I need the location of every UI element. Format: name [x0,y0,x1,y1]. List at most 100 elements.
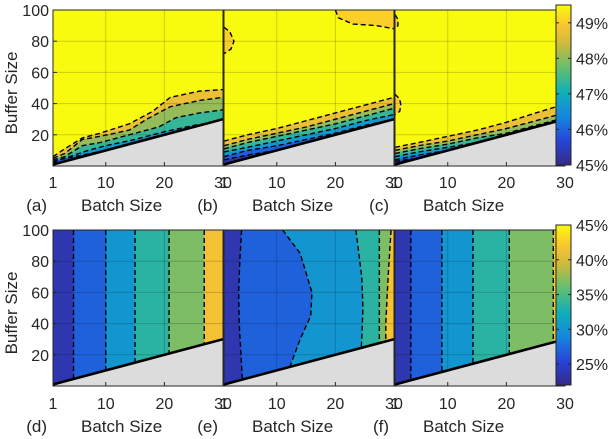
x-axis-label: Batch Size [81,196,162,215]
y-tick-label: 100 [22,223,49,240]
axes-frame [52,229,224,387]
x-tick-label: 30 [214,175,232,192]
x-axis-label: Batch Size [81,417,162,436]
contour-line [224,113,394,153]
feasibility-boundary [224,117,394,166]
x-tick-label: 20 [497,396,515,413]
feasibility-boundary [224,337,394,386]
x-tick-label: 1 [220,396,229,413]
panel-label: (b) [197,196,218,215]
contour-line [395,93,402,116]
contour-band [224,230,243,386]
colorbar-tick-label: 45% [576,158,608,175]
x-axis-label: Batch Size [423,196,504,215]
plot-area [53,230,223,386]
x-tick-label: 20 [155,175,173,192]
colorbar-tick-label: 30% [576,322,608,339]
contour-line [53,88,223,158]
colorbar-tick-label: 40% [576,253,608,270]
contour-line [224,102,394,147]
x-tick-label: 10 [97,175,115,192]
y-tick-label: 20 [31,128,49,145]
contour-line [281,230,313,386]
feasibility-boundary [53,117,223,166]
y-tick-label: 80 [31,254,49,271]
y-axis-label: Buffer Size [2,52,21,135]
axes-frame [223,229,395,387]
plot-area [224,230,394,386]
y-axis-label: Buffer Size [2,272,21,355]
colorbar-tick-label: 25% [576,357,608,374]
x-tick-label: 20 [497,175,515,192]
x-tick-label: 1 [220,175,229,192]
contour-line [237,230,244,386]
x-tick-label: 20 [326,175,344,192]
contour-line [224,26,235,55]
contour-line [395,14,399,30]
x-tick-label: 10 [268,396,286,413]
x-tick-label: 30 [556,396,574,413]
colorbar [555,224,572,386]
contour-line [53,120,223,162]
contour-band [395,230,411,386]
y-tick-label: 100 [22,3,49,20]
plot-area [395,10,565,166]
x-axis-label: Batch Size [252,196,333,215]
feasibility-boundary [395,337,565,386]
contour-line [395,90,565,148]
x-tick-label: 10 [439,175,457,192]
colorbar-tick-label: 49% [576,16,608,33]
y-tick-label: 60 [31,285,49,302]
x-tick-label: 30 [385,396,403,413]
plot-area [395,230,565,386]
contour-line [224,107,394,150]
x-tick-label: 1 [49,396,58,413]
contour-line [334,10,394,30]
axes-frame [52,9,224,167]
x-tick-label: 30 [385,175,403,192]
y-tick-label: 40 [31,97,49,114]
contour-line [224,96,394,142]
colorbar-tick-label: 45% [576,218,608,235]
plot-area [224,10,394,166]
feasibility-boundary [395,117,565,166]
x-axis-label: Batch Size [423,417,504,436]
y-tick-label: 20 [31,348,49,365]
colorbar-tick-label: 46% [576,122,608,139]
plot-area [53,10,223,166]
colorbar-tick-label: 35% [576,288,608,305]
y-tick-label: 80 [31,34,49,51]
x-tick-label: 1 [391,396,400,413]
panel-label: (d) [26,417,47,436]
y-tick-label: 60 [31,65,49,82]
panel-label: (a) [26,196,47,215]
x-tick-label: 10 [439,396,457,413]
feasibility-boundary [53,337,223,386]
contour-line [395,116,565,155]
x-axis-label: Batch Size [252,417,333,436]
contour-band [53,230,74,386]
contour-line [224,118,394,158]
contour-band [224,230,312,386]
x-tick-label: 1 [49,175,58,192]
contour-line [53,96,223,159]
panel-label: (f) [373,417,389,436]
x-tick-label: 1 [391,175,400,192]
x-tick-label: 20 [326,396,344,413]
x-tick-label: 10 [97,396,115,413]
colorbar-tick-label: 47% [576,87,608,104]
x-tick-label: 10 [268,175,286,192]
x-tick-label: 20 [155,396,173,413]
panel-label: (e) [197,417,218,436]
colorbar [555,4,572,166]
panel-label: (c) [369,196,389,215]
x-tick-label: 30 [556,175,574,192]
colorbar-tick-label: 48% [576,51,608,68]
x-tick-label: 30 [214,396,232,413]
contour-line [395,112,565,152]
axes-frame [223,9,395,167]
contour-band [335,10,394,29]
y-tick-label: 40 [31,317,49,334]
contour-line [53,109,223,161]
